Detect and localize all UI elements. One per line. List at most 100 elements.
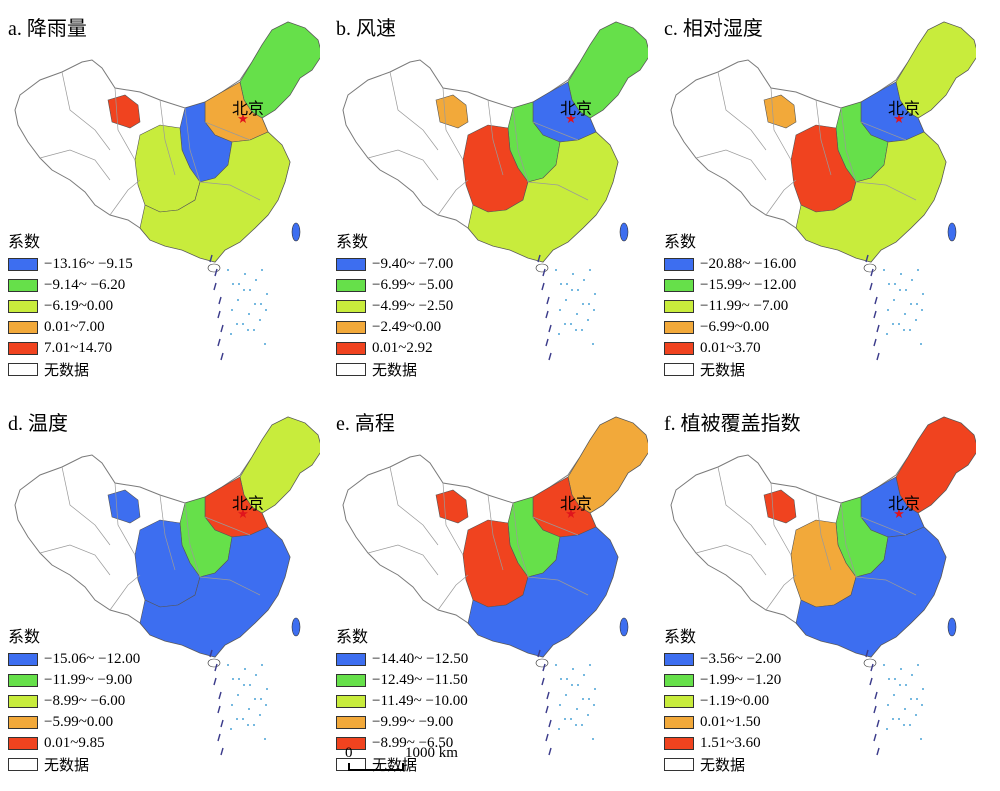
- sea-island-dot: [583, 279, 585, 281]
- legend-title: 系数: [8, 234, 41, 251]
- sea-boundary-dash: [548, 747, 552, 756]
- legend-item: −11.99~ −9.00: [8, 670, 140, 691]
- legend-label: 无数据: [44, 363, 90, 379]
- province-boundary: [389, 71, 439, 151]
- legend-title: 系数: [336, 629, 369, 646]
- taiwan-island: [947, 617, 957, 637]
- province-boundary: [840, 502, 857, 578]
- sea-island-dot: [564, 718, 566, 720]
- sea-island-dot: [904, 708, 906, 710]
- sea-island-dot: [892, 718, 894, 720]
- province-boundary: [437, 179, 469, 216]
- legend-swatch: [664, 342, 694, 355]
- sea-boundary-dash: [218, 691, 222, 700]
- sea-island-dot: [922, 293, 924, 295]
- legend-swatch: [8, 653, 38, 666]
- province-boundary: [695, 149, 767, 181]
- sea-island-dot: [261, 664, 263, 666]
- legend-label: 0.01~3.70: [700, 340, 761, 356]
- sea-boundary-dash: [874, 691, 878, 700]
- panel-title: d. 温度: [8, 413, 68, 435]
- taiwan-island: [291, 222, 301, 242]
- beijing-star-icon: ★: [565, 111, 577, 126]
- legend-label: −3.56~ −2.00: [700, 651, 782, 667]
- sea-boundary-dash: [545, 338, 549, 347]
- sea-island-dot: [249, 289, 251, 291]
- province-boundary: [487, 99, 504, 176]
- sea-island-dot: [899, 289, 901, 291]
- legend-swatch: [664, 321, 694, 334]
- sea-island-dot: [883, 664, 885, 666]
- sea-boundary-dash: [218, 296, 222, 305]
- sea-island-dot: [255, 279, 257, 281]
- scale-bar-end: 1000 km: [405, 745, 458, 761]
- sea-island-dot: [265, 309, 267, 311]
- legend-item: 0.01~1.50: [664, 712, 781, 733]
- legend-label: 7.01~14.70: [44, 340, 113, 356]
- sea-boundary-dash: [213, 677, 217, 686]
- sea-island-dot: [903, 724, 905, 726]
- sea-island-dot: [570, 323, 572, 325]
- panel-title: e. 高程: [336, 413, 395, 435]
- sea-island-dot: [593, 309, 595, 311]
- sea-island-dot: [254, 698, 256, 700]
- legend-label: 无数据: [700, 758, 746, 774]
- legend-swatch: [664, 258, 694, 271]
- sea-island-dot: [237, 299, 239, 301]
- map-panel-a: a. 降雨量 ★ 北京 系数 −13.16~ −9.15 −9.14~ −6.20 −6.…: [0, 0, 320, 380]
- sea-island-dot: [227, 269, 229, 271]
- sea-island-dot: [558, 333, 560, 335]
- legend-label: −11.99~ −7.00: [700, 298, 789, 314]
- legend-item: −11.99~ −7.00: [664, 296, 796, 317]
- sea-island-dot: [242, 718, 244, 720]
- beijing-label: 北京: [560, 101, 593, 118]
- scale-bar-tick: [348, 763, 350, 771]
- legend-item: −4.99~ −2.50: [336, 296, 453, 317]
- sea-island-dot: [242, 323, 244, 325]
- hainan-island: [863, 658, 877, 668]
- sea-island-dot: [911, 674, 913, 676]
- sea-island-dot: [571, 289, 573, 291]
- sea-island-dot: [910, 698, 912, 700]
- map-panel-b: b. 风速 ★ 北京 系数 −9.40~ −7.00 −6.99~ −5.00 −4.99…: [328, 0, 648, 380]
- sea-island-dot: [243, 684, 245, 686]
- sea-island-dot: [898, 323, 900, 325]
- sea-boundary-dash: [873, 310, 877, 319]
- province-boundary: [512, 502, 529, 578]
- legend-swatch: [664, 279, 694, 292]
- sea-island-dot: [238, 678, 240, 680]
- scale-bar-line: [348, 769, 404, 771]
- province-boundary: [695, 544, 767, 576]
- sea-boundary-dash: [214, 268, 218, 277]
- sea-boundary-dash: [869, 677, 873, 686]
- legend-swatch: [664, 300, 694, 313]
- sea-boundary-dash: [220, 352, 224, 361]
- sea-island-dot: [247, 329, 249, 331]
- province-boundary: [109, 179, 141, 216]
- legend-swatch: [336, 342, 366, 355]
- sea-boundary-dash: [220, 324, 224, 333]
- china-map: ★: [342, 416, 648, 756]
- scale-bar-tick: [402, 763, 404, 771]
- legend-swatch: [8, 279, 38, 292]
- sea-island-dot: [917, 269, 919, 271]
- hainan-island: [535, 263, 549, 273]
- legend-label: −9.14~ −6.20: [44, 277, 126, 293]
- sea-boundary-dash: [548, 719, 552, 728]
- sea-island-dot: [589, 269, 591, 271]
- sea-island-dot: [916, 698, 918, 700]
- map-legend: 系数 −20.88~ −16.00 −15.99~ −12.00 −11.99~ −7…: [664, 228, 796, 380]
- legend-label: −13.16~ −9.15: [44, 256, 133, 272]
- province-boundary: [159, 494, 176, 571]
- sea-boundary-dash: [541, 282, 545, 291]
- province-boundary: [199, 576, 261, 596]
- beijing-label: 北京: [232, 496, 265, 513]
- beijing-star-icon: ★: [565, 506, 577, 521]
- taiwan-island: [619, 222, 629, 242]
- province-boundary: [159, 99, 176, 176]
- legend-swatch: [664, 758, 694, 771]
- legend-swatch: [8, 342, 38, 355]
- sea-island-dot: [243, 289, 245, 291]
- sea-island-dot: [555, 269, 557, 271]
- sea-island-dot: [565, 299, 567, 301]
